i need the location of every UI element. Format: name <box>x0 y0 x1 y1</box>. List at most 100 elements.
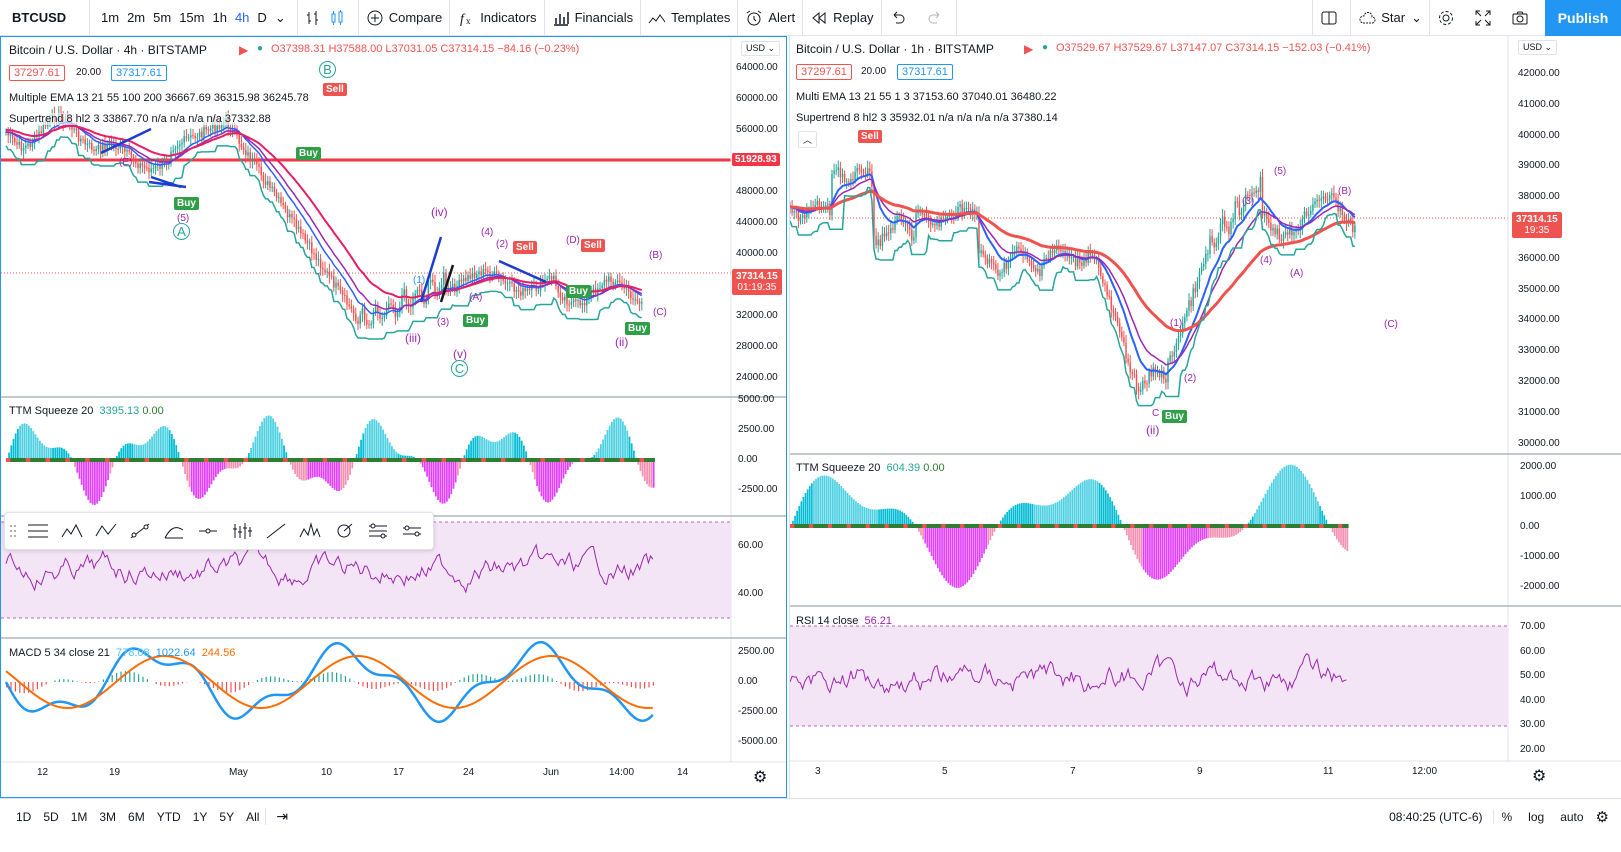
drag-handle-icon[interactable] <box>5 516 21 546</box>
chevron-down-icon[interactable]: ⌄ <box>274 9 286 25</box>
left-ask-box[interactable]: 37317.61 <box>111 65 167 81</box>
brush-icon[interactable] <box>327 516 361 546</box>
right-bid-box[interactable]: 37297.61 <box>796 64 852 80</box>
interval-d[interactable]: D <box>257 10 267 25</box>
star-button[interactable]: Star ⌄ <box>1351 0 1430 36</box>
settings-button[interactable] <box>1430 0 1467 36</box>
bars-pattern-icon[interactable] <box>225 516 259 546</box>
log-toggle[interactable]: log <box>1528 809 1545 824</box>
right-currency-select[interactable]: USD ⌄ <box>1518 40 1558 55</box>
fib-retracement-icon[interactable] <box>21 516 55 546</box>
macd-bar <box>28 682 30 693</box>
interval-5m[interactable]: 5m <box>153 10 172 25</box>
pitchfork-icon[interactable] <box>157 516 191 546</box>
left-axis-settings-icon[interactable]: ⚙ <box>753 769 768 786</box>
histogram-bar <box>197 460 200 499</box>
undo-button[interactable] <box>882 0 919 36</box>
histogram-bar <box>296 460 299 478</box>
range-1d[interactable]: 1D <box>16 809 32 824</box>
layout-button[interactable] <box>1312 0 1352 36</box>
right-axis-settings-icon[interactable]: ⚙ <box>1532 768 1547 785</box>
right-ema-legend[interactable]: Multi EMA 13 21 55 1 3 37153.60 37040.01… <box>796 91 1057 103</box>
candle-body <box>148 167 150 173</box>
candle-body <box>1207 253 1209 255</box>
bottom-settings-icon[interactable]: ⚙ <box>1595 808 1609 826</box>
macd-bar <box>72 680 74 682</box>
right-chart-panel[interactable]: Bitcoin / U.S. Dollar · 1h · BITSTAMP ▶ … <box>789 36 1621 798</box>
auto-toggle[interactable]: auto <box>1560 809 1584 824</box>
goto-date-icon[interactable]: ⇥ <box>265 808 298 825</box>
histogram-bar <box>1201 526 1204 540</box>
left-bid-box[interactable]: 37297.61 <box>9 65 65 81</box>
interval-15m[interactable]: 15m <box>179 10 205 25</box>
horizontal-ray-icon[interactable] <box>191 516 225 546</box>
right-rsi-legend[interactable]: RSI 14 close 56.21 <box>796 615 892 627</box>
range-5y[interactable]: 5Y <box>219 809 235 824</box>
candle-body <box>482 268 485 276</box>
candle-body <box>1312 204 1314 211</box>
chart-type-button[interactable] <box>298 0 359 36</box>
right-supertrend-legend[interactable]: Supertrend 8 hl2 3 35932.01 n/a n/a n/a … <box>796 112 1058 124</box>
compare-button[interactable]: Compare <box>359 0 451 36</box>
position-icon[interactable] <box>361 516 395 546</box>
left-ttm-legend[interactable]: TTM Squeeze 20 3395.13 0.00 <box>9 405 164 417</box>
histogram-bar <box>1033 504 1036 526</box>
right-ttm-legend[interactable]: TTM Squeeze 20 604.39 0.00 <box>796 462 945 474</box>
alert-button[interactable]: Alert <box>738 0 804 36</box>
left-chart-canvas[interactable] <box>1 37 787 798</box>
range-1y[interactable]: 1Y <box>192 809 208 824</box>
left-macd-legend[interactable]: MACD 5 34 close 21 778.08 1022.64 244.56 <box>9 647 235 659</box>
right-chart-canvas[interactable] <box>790 36 1621 798</box>
right-ask-box[interactable]: 37317.61 <box>897 64 953 80</box>
elliott-wave-icon[interactable] <box>55 516 89 546</box>
interval-2m[interactable]: 2m <box>127 10 146 25</box>
candle-body <box>1270 222 1272 231</box>
range-5d[interactable]: 5D <box>43 809 59 824</box>
publish-button[interactable]: Publish <box>1545 0 1621 36</box>
histogram-bar <box>1289 464 1292 526</box>
left-chart-panel[interactable]: Bitcoin / U.S. Dollar · 4h · BITSTAMP ▶ … <box>0 36 787 798</box>
clock[interactable]: 08:40:25 (UTC-6) <box>1389 809 1483 824</box>
templates-button[interactable]: Templates <box>641 0 739 36</box>
macd-bar <box>481 674 483 682</box>
fullscreen-button[interactable] <box>1467 0 1504 36</box>
parallel-channel-icon[interactable] <box>395 516 429 546</box>
range-6m[interactable]: 6M <box>128 809 145 824</box>
financials-button[interactable]: Financials <box>545 0 642 36</box>
histogram-bar <box>926 526 929 548</box>
histogram-bar <box>300 460 303 481</box>
range-1m[interactable]: 1M <box>70 809 88 824</box>
range-all[interactable]: All <box>246 809 260 824</box>
interval-1h[interactable]: 1h <box>212 10 227 25</box>
histogram-bar <box>254 436 257 460</box>
interval-1m[interactable]: 1m <box>101 10 120 25</box>
candle-body <box>392 304 394 308</box>
left-supertrend-legend[interactable]: Supertrend 8 hl2 3 33867.70 n/a n/a n/a … <box>9 113 271 125</box>
drawing-toolbar[interactable] <box>4 512 434 550</box>
symbol-search[interactable]: BTCUSD <box>0 0 90 36</box>
left-ema-legend[interactable]: Multiple EMA 13 21 55 100 200 36667.69 3… <box>9 92 309 104</box>
candle-body <box>245 150 247 156</box>
candle-body <box>963 208 966 214</box>
head-shoulders-icon[interactable] <box>293 516 327 546</box>
trend-line-icon[interactable] <box>123 516 157 546</box>
ray-icon[interactable] <box>259 516 293 546</box>
histogram-bar <box>265 416 268 460</box>
snapshot-button[interactable] <box>1504 0 1541 36</box>
redo-button[interactable] <box>919 0 957 36</box>
candle-body <box>502 277 504 281</box>
replay-button[interactable]: Replay <box>803 0 882 36</box>
range-ytd[interactable]: YTD <box>156 809 181 824</box>
histogram-bar <box>219 460 222 472</box>
left-currency-select[interactable]: USD ⌄ <box>741 41 781 56</box>
collapse-legend-button[interactable]: ︿ <box>798 131 818 148</box>
abcd-pattern-icon[interactable] <box>89 516 123 546</box>
interval-4h[interactable]: 4h <box>234 10 250 25</box>
candle-body <box>1291 229 1293 236</box>
percent-toggle[interactable]: % <box>1492 809 1521 824</box>
macd-bar <box>41 682 43 687</box>
histogram-bar <box>867 508 870 526</box>
candle-body <box>443 272 445 286</box>
range-3m[interactable]: 3M <box>99 809 117 824</box>
